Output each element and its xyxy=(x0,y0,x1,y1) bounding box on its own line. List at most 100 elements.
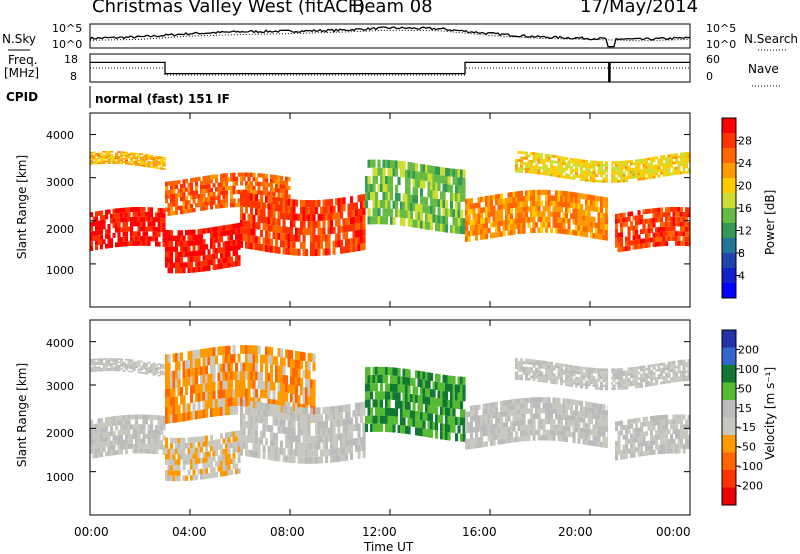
power-panel-cell xyxy=(572,169,576,172)
velocity-panel-cell xyxy=(112,359,116,362)
power-panel-cell xyxy=(195,261,199,267)
power-panel-cell xyxy=(620,213,624,218)
power-panel-cell xyxy=(130,236,134,242)
velocity-panel-cell xyxy=(195,375,199,385)
velocity-panel-cell xyxy=(667,372,671,376)
power-panel-cell xyxy=(172,262,176,268)
power-panel-cell xyxy=(302,235,306,242)
power-panel-cell xyxy=(372,200,376,209)
power-panel-cell xyxy=(547,157,551,160)
velocity-panel-cell xyxy=(242,345,246,354)
power-panel-cell xyxy=(377,216,381,225)
velocity-panel-cell xyxy=(242,388,246,398)
power-panel-cell xyxy=(242,192,246,200)
velocity-panel-cell xyxy=(332,427,336,435)
power-panel-cell xyxy=(305,249,309,257)
velocity-panel-cell xyxy=(342,404,346,412)
velocity-panel-cell xyxy=(197,401,201,411)
velocity-panel-cell xyxy=(517,436,521,442)
velocity-panel-cell xyxy=(90,368,94,371)
power-panel-cell xyxy=(405,210,409,219)
velocity-panel-cell xyxy=(210,445,214,452)
velocity-panel-cell xyxy=(92,362,96,364)
velocity-panel-cell xyxy=(417,395,421,404)
velocity-panel-cell xyxy=(282,401,286,410)
velocity-panel-cell xyxy=(202,383,206,393)
power-panel-cell xyxy=(232,185,236,190)
power-panel-cell xyxy=(157,227,161,233)
velocity-panel-cell xyxy=(497,423,501,429)
power-panel-cell xyxy=(165,251,169,257)
velocity-panel-cell xyxy=(515,431,519,437)
power-panel-cell xyxy=(687,207,691,213)
velocity-panel-cell xyxy=(140,424,144,430)
power-panel-cell xyxy=(90,151,94,154)
power-panel-cell xyxy=(180,241,184,247)
velocity-panel-cell xyxy=(255,443,259,451)
velocity-panel-cell xyxy=(342,432,346,440)
power-panel-cell xyxy=(235,223,239,229)
power-panel-cell xyxy=(105,214,109,220)
velocity-panel-cell xyxy=(222,454,226,460)
velocity-panel-cell xyxy=(527,430,531,436)
velocity-panel-cell xyxy=(307,428,311,436)
power-panel-cell xyxy=(670,162,674,165)
power-panel-cell xyxy=(605,202,609,209)
power-panel-cell xyxy=(515,161,519,165)
velocity-panel-cell xyxy=(532,378,536,382)
power-panel-cell xyxy=(160,161,164,164)
power-panel-cell xyxy=(175,184,179,189)
velocity-panel-cell xyxy=(495,434,499,440)
power-panel-cell xyxy=(242,234,246,242)
velocity-panel-cell xyxy=(152,374,156,376)
power-panel-cell xyxy=(220,258,224,264)
velocity-panel-cell xyxy=(477,415,481,421)
power-panel-cell xyxy=(180,257,184,263)
power-panel-cell xyxy=(590,174,594,177)
velocity-panel-cell xyxy=(145,363,149,365)
power-panel-cell xyxy=(262,202,266,210)
power-panel-cell xyxy=(620,222,624,228)
power-panel-cell xyxy=(600,161,604,164)
power-panel-cell xyxy=(220,263,224,269)
velocity-panel-cell xyxy=(612,371,616,374)
power-panel-cell xyxy=(252,200,256,208)
velocity-panel-cell xyxy=(130,439,134,444)
velocity-panel-cell xyxy=(117,364,121,367)
velocity-panel-cell xyxy=(550,419,554,425)
power-panel-cell xyxy=(310,200,314,208)
power-panel-cell xyxy=(597,228,601,234)
velocity-panel-cell xyxy=(367,375,371,384)
velocity-panel-cell xyxy=(107,359,111,362)
velocity-panel-cell xyxy=(527,367,531,370)
power-panel-cell xyxy=(582,173,586,176)
velocity-panel-cell xyxy=(577,411,581,417)
velocity-panel-cell xyxy=(190,442,194,449)
velocity-panel-cell xyxy=(592,435,596,441)
velocity-panel-cell xyxy=(535,367,539,371)
power-panel-cell xyxy=(510,202,514,209)
power-panel-cell xyxy=(395,168,399,177)
power-panel-cell xyxy=(202,260,206,267)
velocity-panel-cell xyxy=(542,374,546,377)
velocity-panel-cell xyxy=(395,408,399,417)
power-panel-cell xyxy=(170,251,174,258)
power-panel-cell xyxy=(422,172,426,181)
power-panel-cell xyxy=(482,217,486,224)
velocity-panel-cell xyxy=(505,416,509,422)
power-panel-cell xyxy=(142,165,146,167)
velocity-panel-cell xyxy=(380,399,384,408)
power-panel-cell xyxy=(580,209,584,215)
power-panel-cell xyxy=(430,222,434,231)
power-panel-cell xyxy=(625,179,629,183)
velocity-panel-cell xyxy=(182,412,186,422)
power-panel-cell xyxy=(642,228,646,234)
power-panel-cell xyxy=(645,243,649,248)
velocity-panel-cell xyxy=(575,421,579,427)
power-panel-cell xyxy=(497,226,501,232)
power-panel-cell xyxy=(272,232,276,239)
velocity-panel-cell xyxy=(160,373,164,376)
power-panel-cell xyxy=(242,227,246,235)
power-panel-cell xyxy=(215,195,219,201)
velocity-panel-cell xyxy=(545,361,549,364)
